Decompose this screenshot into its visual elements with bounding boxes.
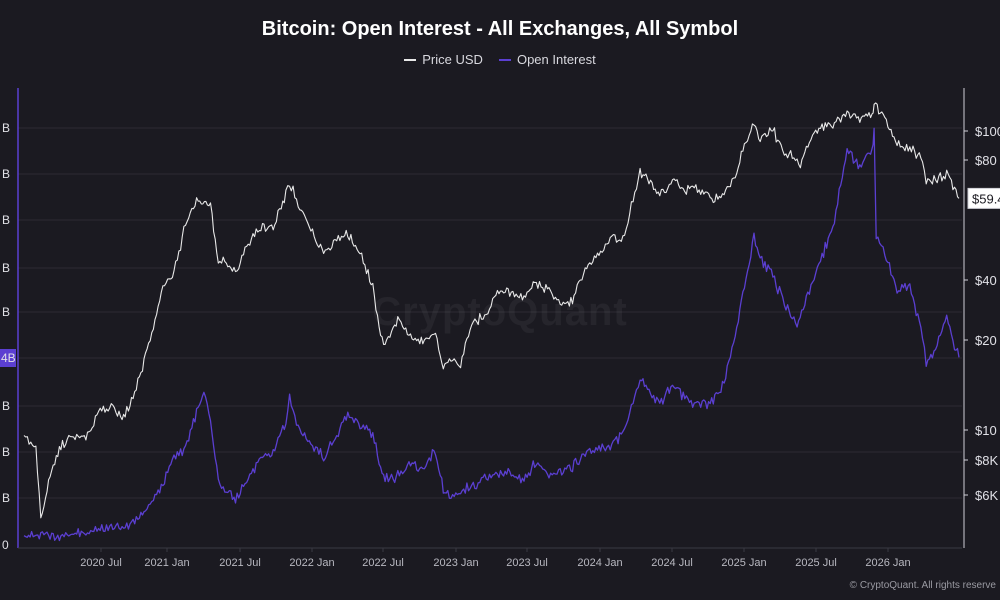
- chart-title: Bitcoin: Open Interest - All Exchanges, …: [261, 18, 739, 40]
- legend: Price USD Open Interest: [0, 52, 1000, 67]
- x-tick-label: 2022 Jan: [289, 557, 334, 569]
- price-markers: $59.4: [967, 187, 1000, 209]
- series-line-open-interest: [23, 127, 960, 542]
- current-price-badge: [967, 187, 1000, 209]
- legend-item-open-interest[interactable]: Open Interest: [498, 52, 596, 67]
- left-tick-label: B: [2, 121, 10, 135]
- right-tick-label: $6K: [975, 488, 998, 503]
- legend-label-price: Price USD: [422, 52, 483, 67]
- right-axis: $6K $8K $10 $20 $40 $80 $100: [963, 88, 1000, 548]
- x-tick-label: 2024 Jul: [651, 557, 693, 569]
- x-tick-label: 2025 Jul: [795, 557, 837, 569]
- x-tick-label: 2023 Jan: [433, 557, 478, 569]
- right-tick-label: $8K: [975, 453, 998, 468]
- x-tick-label: 2023 Jul: [506, 557, 548, 569]
- right-tick-label: $40: [975, 273, 997, 288]
- x-tick-label: 2021 Jul: [219, 557, 261, 569]
- left-tick-label: B: [2, 167, 10, 181]
- left-tick-label: B: [2, 399, 10, 413]
- x-tick-label: 2021 Jan: [144, 557, 189, 569]
- x-tick-label: 2022 Jul: [362, 557, 404, 569]
- watermark: CryptoQuant: [372, 290, 628, 334]
- legend-label-open-interest: Open Interest: [516, 52, 596, 67]
- right-tick-label: $10: [975, 423, 997, 438]
- left-tick-label: B: [2, 213, 10, 227]
- series-line-price: [23, 102, 960, 519]
- x-tick-label: 2026 Jan: [865, 557, 910, 569]
- grid: [18, 127, 962, 499]
- left-tick-label: B: [2, 261, 10, 275]
- right-tick-label: $20: [975, 333, 997, 348]
- left-tick-label: B: [2, 305, 10, 319]
- left-current-value-label: 4B: [1, 351, 16, 365]
- left-axis: 0 B B B 4B B B B B B: [0, 88, 19, 552]
- left-tick-label: B: [2, 445, 10, 459]
- left-tick-label: 0: [2, 538, 9, 552]
- x-tick-label: 2025 Jan: [721, 557, 766, 569]
- right-tick-label: $100: [975, 124, 1000, 139]
- legend-item-price[interactable]: Price USD: [404, 52, 483, 67]
- left-current-value-badge: [0, 349, 16, 367]
- legend-swatch-price: [404, 58, 417, 61]
- copyright-footer: © CryptoQuant. All rights reserve: [849, 580, 996, 591]
- x-axis: 2020 Jul 2021 Jan 2021 Jul 2022 Jan 2022 Jul…: [18, 547, 962, 569]
- right-tick-label: $80: [975, 153, 997, 168]
- x-tick-label: 2024 Jan: [577, 557, 622, 569]
- x-tick-label: 2020 Jul: [80, 557, 122, 569]
- legend-swatch-open-interest: [498, 58, 511, 61]
- left-tick-label: B: [2, 491, 10, 505]
- series-lines: [23, 102, 960, 542]
- current-price-label: $59.4: [972, 191, 1000, 206]
